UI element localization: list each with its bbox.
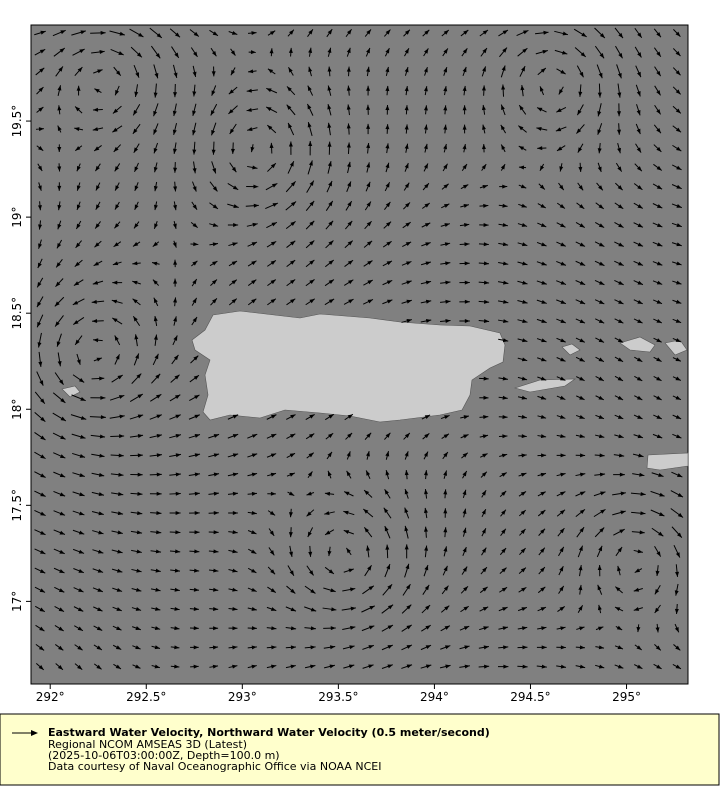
y-tick-label: 19.5° [10, 105, 24, 138]
y-tick-label: 17° [10, 591, 24, 612]
x-tick-label: 292° [36, 690, 65, 704]
x-tick-label: 295° [612, 690, 641, 704]
y-tick-label: 19° [10, 206, 24, 227]
y-tick-label: 18° [10, 399, 24, 420]
x-tick-label: 294° [420, 690, 449, 704]
puerto-rico [192, 311, 505, 422]
y-tick-label: 18.5° [10, 297, 24, 330]
x-tick-label: 293° [228, 690, 257, 704]
y-tick-label: 17.5° [10, 489, 24, 522]
x-tick-label: 292.5° [126, 690, 166, 704]
x-tick-label: 294.5° [510, 690, 550, 704]
x-tick-label: 293.5° [318, 690, 358, 704]
legend-line: Data courtesy of Naval Oceanographic Off… [48, 760, 382, 773]
